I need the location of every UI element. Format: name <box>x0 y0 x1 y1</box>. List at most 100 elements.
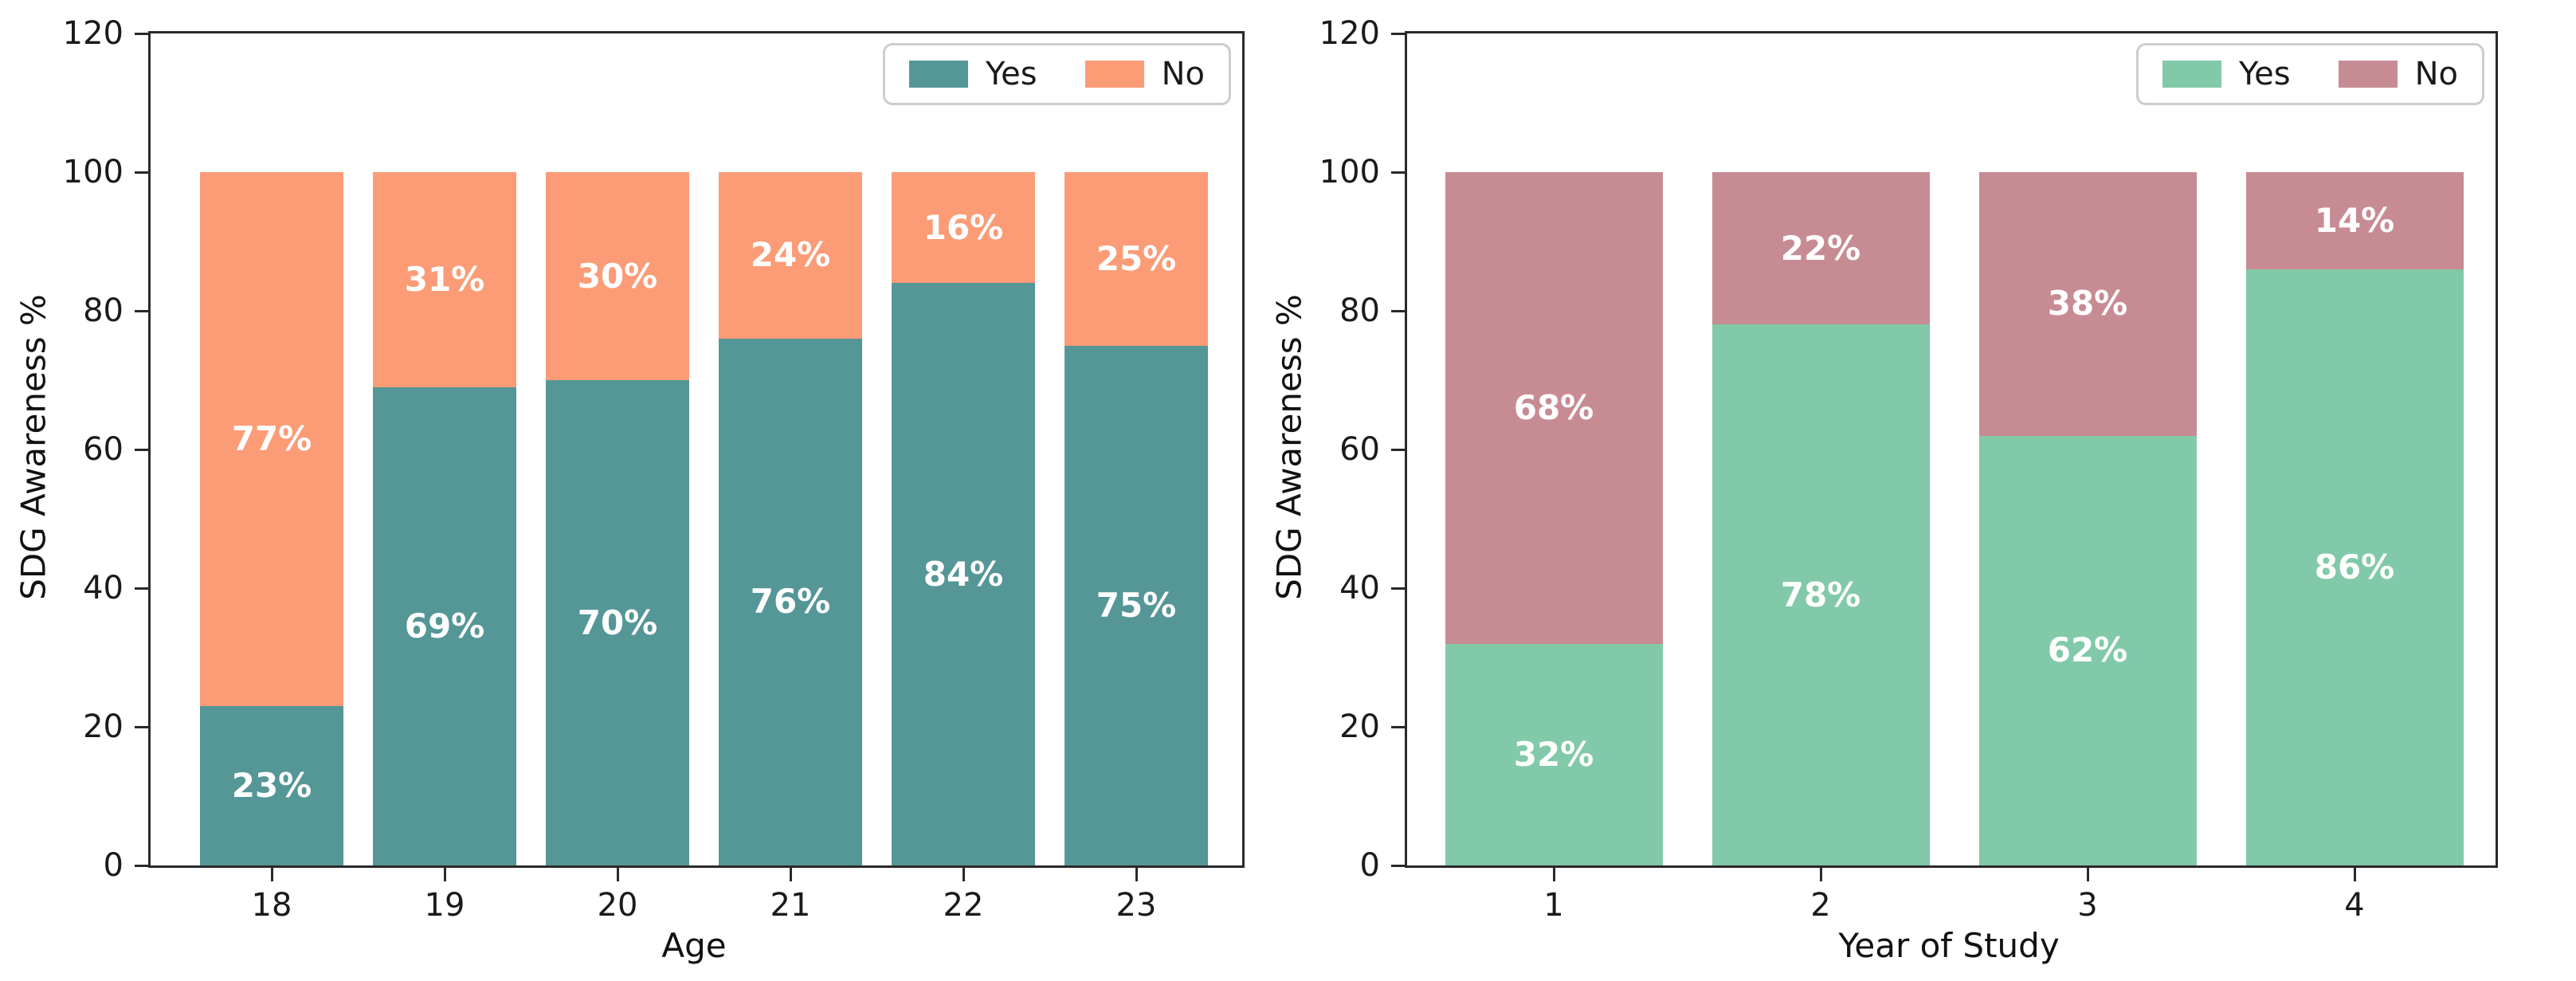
bar-value-label: 76% <box>750 582 831 622</box>
bar-value-label: 14% <box>2314 200 2395 240</box>
bar-value-label: 75% <box>1096 585 1177 625</box>
legend-label: No <box>1161 56 1205 92</box>
bar-value-label: 78% <box>1780 575 1861 614</box>
y-tick-label: 20 <box>1339 708 1380 745</box>
segment-no-23: 25% <box>1065 172 1208 346</box>
y-tick-label: 100 <box>1319 154 1380 190</box>
x-tick-label: 21 <box>770 887 811 924</box>
y-tick-mark <box>1391 171 1405 174</box>
bar-value-label: 68% <box>1513 387 1594 427</box>
y-tick-label: 80 <box>83 292 124 329</box>
x-tick-label: 1 <box>1543 887 1564 924</box>
x-tick-label: 18 <box>251 887 292 924</box>
bar-value-label: 31% <box>404 259 485 299</box>
legend-swatch-no <box>1084 61 1144 88</box>
legend-swatch-yes <box>2162 61 2222 88</box>
x-tick-mark <box>443 868 446 881</box>
bar-22: 84% 16% <box>892 172 1035 865</box>
bar-4: 86% 14% <box>2245 172 2464 865</box>
segment-yes-23: 75% <box>1065 345 1208 865</box>
y-tick-mark <box>135 171 148 174</box>
bar-23: 75% 25% <box>1065 172 1208 865</box>
x-tick-mark <box>616 868 619 881</box>
plot-area: 0 20 40 60 80 100 120 23% 77% 18 69% 31% 19 70% 30% 20 7… <box>63 18 1245 921</box>
y-tick-mark <box>1391 448 1405 451</box>
bar-value-label: 84% <box>923 554 1004 594</box>
x-tick-label: 20 <box>597 887 638 924</box>
bar-3: 62% 38% <box>1978 172 2197 865</box>
segment-yes-20: 70% <box>546 380 689 865</box>
x-tick-mark <box>2353 868 2356 881</box>
x-tick-mark <box>270 868 273 881</box>
y-tick-mark <box>135 587 148 590</box>
segment-no-4: 14% <box>2245 172 2464 269</box>
x-tick-mark <box>789 868 792 881</box>
x-axis-label: Age <box>661 926 727 965</box>
x-tick-mark <box>962 868 965 881</box>
y-tick-mark <box>1391 864 1405 867</box>
bar-value-label: 70% <box>577 602 658 642</box>
x-tick-mark <box>1819 868 1822 881</box>
bar-value-label: 77% <box>231 418 312 458</box>
bar-20: 70% 30% <box>546 172 689 865</box>
bar-value-label: 38% <box>2047 284 2128 324</box>
plot-area: 0 20 40 60 80 100 120 32% 68% 1 78% 22% 2 62% 38% 3 86% 1… <box>1319 18 2498 921</box>
x-tick-label: 19 <box>424 887 465 924</box>
y-tick-mark <box>135 864 148 867</box>
legend-label: No <box>2414 56 2458 92</box>
y-tick-mark <box>135 725 148 728</box>
x-tick-label: 4 <box>2344 887 2365 924</box>
bar-19: 69% 31% <box>373 172 516 865</box>
legend-entry-yes: Yes <box>2162 58 2291 90</box>
legend-label: Yes <box>986 56 1037 92</box>
legend-swatch-no <box>2338 61 2398 88</box>
bar-value-label: 62% <box>2047 630 2128 670</box>
bar-value-label: 23% <box>231 765 312 805</box>
bar-21: 76% 24% <box>719 172 862 865</box>
bar-value-label: 86% <box>2314 547 2395 587</box>
x-tick-label: 22 <box>943 887 984 924</box>
legend-label: Yes <box>2239 56 2291 92</box>
y-tick-mark <box>135 32 148 35</box>
segment-yes-22: 84% <box>892 283 1035 865</box>
y-tick-label: 0 <box>103 847 124 884</box>
x-tick-mark <box>1552 868 1555 881</box>
segment-yes-21: 76% <box>719 338 862 865</box>
bar-value-label: 24% <box>750 235 831 275</box>
y-tick-label: 120 <box>62 15 124 52</box>
y-tick-label: 20 <box>83 708 124 745</box>
segment-no-22: 16% <box>892 172 1035 284</box>
y-tick-label: 60 <box>1339 431 1380 468</box>
x-tick-mark <box>2086 868 2089 881</box>
x-tick-label: 23 <box>1115 887 1157 924</box>
bar-value-label: 25% <box>1096 238 1177 278</box>
segment-no-1: 68% <box>1445 172 1663 644</box>
y-tick-mark <box>1391 32 1405 35</box>
legend-entry-no: No <box>1084 56 1205 92</box>
legend-entry-no: No <box>2338 56 2458 92</box>
segment-no-21: 24% <box>719 172 862 339</box>
y-tick-label: 100 <box>62 154 124 190</box>
legend-swatch-yes <box>909 61 969 88</box>
y-tick-mark <box>135 309 148 312</box>
segment-yes-2: 78% <box>1711 324 1930 865</box>
y-tick-mark <box>1391 587 1405 590</box>
segment-no-2: 22% <box>1711 172 1930 325</box>
segment-no-20: 30% <box>546 172 689 380</box>
y-tick-mark <box>1391 309 1405 312</box>
bar-18: 23% 77% <box>200 172 343 865</box>
legend-box: Yes No <box>883 43 1231 105</box>
bar-1: 32% 68% <box>1445 172 1663 865</box>
y-tick-label: 60 <box>83 431 124 468</box>
bar-value-label: 32% <box>1513 734 1594 774</box>
y-tick-mark <box>1391 725 1405 728</box>
x-tick-mark <box>1135 868 1138 881</box>
bar-value-label: 16% <box>923 207 1004 247</box>
segment-no-19: 31% <box>373 172 516 387</box>
y-tick-label: 120 <box>1319 15 1380 52</box>
segment-no-3: 38% <box>1978 172 2197 436</box>
segment-yes-4: 86% <box>2245 269 2464 865</box>
